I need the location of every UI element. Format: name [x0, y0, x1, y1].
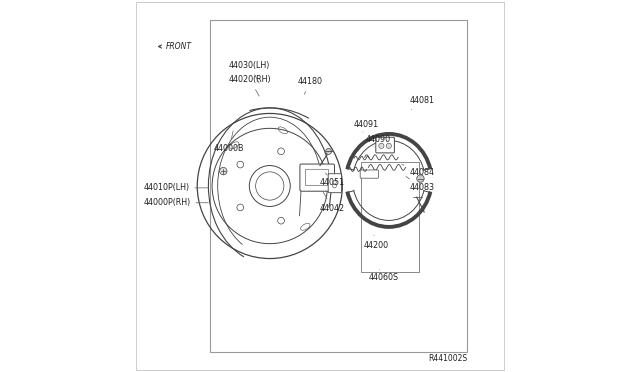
Text: 44091: 44091 — [353, 120, 379, 132]
Text: 44090: 44090 — [365, 135, 390, 147]
FancyBboxPatch shape — [376, 137, 394, 153]
FancyBboxPatch shape — [300, 164, 335, 191]
FancyBboxPatch shape — [211, 20, 467, 352]
Text: 44060S: 44060S — [369, 270, 399, 282]
FancyBboxPatch shape — [360, 170, 378, 178]
Circle shape — [220, 167, 227, 175]
Circle shape — [417, 175, 424, 182]
Text: 44083: 44083 — [406, 176, 435, 192]
Text: 44000P(RH): 44000P(RH) — [143, 198, 208, 207]
Circle shape — [379, 143, 384, 148]
Text: 44010P(LH): 44010P(LH) — [143, 183, 208, 192]
Text: 44030(LH): 44030(LH) — [229, 61, 270, 83]
FancyBboxPatch shape — [328, 174, 342, 193]
Text: 44081: 44081 — [410, 96, 435, 110]
FancyBboxPatch shape — [136, 2, 504, 370]
Text: 44020(RH): 44020(RH) — [229, 76, 271, 96]
Text: R441002S: R441002S — [428, 354, 467, 363]
Text: 44180: 44180 — [298, 77, 323, 94]
Text: FRONT: FRONT — [159, 42, 191, 51]
Circle shape — [326, 148, 332, 154]
Text: 44084: 44084 — [402, 164, 435, 177]
Circle shape — [386, 143, 392, 148]
Text: 44200: 44200 — [364, 235, 389, 250]
Text: 44042: 44042 — [320, 192, 345, 213]
Text: 44051: 44051 — [320, 173, 345, 187]
FancyBboxPatch shape — [305, 169, 328, 186]
Text: 44000B: 44000B — [214, 131, 244, 153]
